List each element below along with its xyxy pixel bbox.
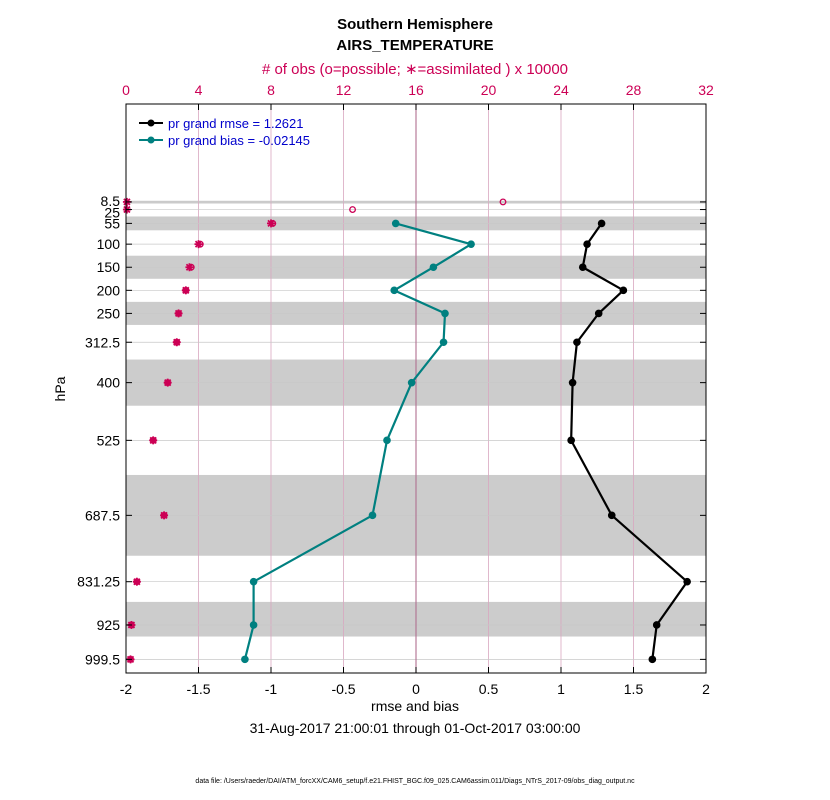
bias-line: [243, 222, 473, 660]
bias-point: [407, 378, 416, 387]
y-tick-label: 200: [97, 282, 121, 298]
grid-lines: [126, 104, 706, 673]
x-tick-label: 2: [702, 681, 710, 697]
top-tick-label: 4: [195, 82, 203, 98]
y-tick-label: 525: [97, 432, 121, 448]
rmse-point: [648, 655, 657, 664]
obs-assimilated-marker: [160, 511, 169, 520]
date-range: 31-Aug-2017 21:00:01 through 01-Oct-2017…: [250, 720, 581, 736]
bias-point: [390, 286, 399, 295]
obs-assimilated-marker: [185, 263, 194, 272]
rmse-point: [619, 286, 628, 295]
y-tick-label: 25: [104, 205, 120, 221]
bias-point: [441, 309, 449, 318]
y-tick-label: 55: [104, 215, 120, 231]
x-axis-label: rmse and bias: [371, 698, 459, 714]
rmse-point: [652, 621, 661, 629]
chart-title: Southern Hemisphere: [337, 16, 493, 33]
rmse-line: [570, 222, 689, 660]
rmse-point: [597, 219, 606, 228]
rmse-point: [578, 263, 587, 272]
rmse-point: [683, 577, 691, 586]
obs-assimilated-marker: [267, 219, 275, 228]
bias-point: [249, 577, 258, 586]
x-tick-label: 1: [557, 681, 565, 697]
y-tick-label: 100: [97, 236, 121, 252]
obs-possible-marker: [499, 198, 507, 206]
y-tick-label: 687.5: [85, 507, 120, 523]
x-tick-label: -0.5: [331, 681, 355, 697]
bias-point: [467, 240, 475, 248]
legend-bias-marker: [147, 136, 155, 144]
top-tick-label: 32: [698, 82, 714, 98]
top-tick-label: 20: [481, 82, 497, 98]
bias-point: [439, 338, 448, 347]
obs-assimilated-marker: [181, 286, 190, 295]
y-tick-label: 400: [97, 375, 121, 391]
bias-point: [241, 655, 249, 664]
footer-file-path: data file: /Users/raeder/DAI/ATM_forcXX/…: [195, 778, 635, 785]
obs-assimilated-marker: [163, 378, 172, 387]
series-lines: [241, 219, 691, 664]
bias-point: [368, 511, 377, 520]
legend-rmse-marker: [147, 119, 155, 127]
y-tick-label: 150: [97, 259, 121, 275]
x-tick-label: 1.5: [624, 681, 644, 697]
rmse-point: [573, 338, 581, 347]
y-tick-label: 999.5: [85, 651, 120, 667]
legend-rmse-text: pr grand rmse = 1.2621: [168, 116, 304, 131]
legend-bias-text: pr grand bias = -0.02145: [168, 133, 310, 148]
x-tick-label: 0.5: [479, 681, 499, 697]
y-tick-label: 312.5: [85, 334, 120, 350]
bias-point: [429, 263, 438, 272]
obs-assimilated-marker: [132, 577, 141, 586]
obs-assimilated-marker: [194, 240, 203, 249]
chart-subtitle: AIRS_TEMPERATURE: [336, 37, 493, 54]
top-tick-label: 0: [122, 82, 130, 98]
legend: pr grand rmse = 1.2621 pr grand bias = -…: [139, 116, 310, 148]
obs-assimilated-marker: [149, 436, 158, 445]
y-tick-label: 831.25: [77, 574, 120, 590]
x-tick-label: -1: [265, 681, 278, 697]
x-tick-label: 0: [412, 681, 420, 697]
rmse-point: [583, 240, 591, 248]
bias-point: [249, 621, 258, 629]
y-axis-label: hPa: [52, 376, 68, 401]
obs-possible-marker: [349, 206, 357, 213]
top-tick-label: 16: [408, 82, 424, 98]
rmse-point: [607, 511, 616, 520]
x-tick-label: -1.5: [186, 681, 210, 697]
y-tick-label: 925: [97, 617, 121, 633]
y-tick-label: 8.5: [101, 193, 121, 209]
x-tick-label: -2: [120, 681, 133, 697]
y-tick-label: 250: [97, 305, 121, 321]
rmse-point: [568, 378, 577, 387]
top-tick-label: 28: [626, 82, 642, 98]
top-tick-label: 12: [336, 82, 352, 98]
bias-point: [391, 219, 400, 228]
rmse-point: [594, 309, 603, 318]
obs-assimilated-marker: [172, 338, 181, 347]
obs-assimilated-marker: [174, 309, 183, 318]
top-axis-label: # of obs (o=possible; ∗=assimilated ) x …: [262, 61, 568, 78]
axis-ticks: -2 -1.5 -1 -0.5 0 0.5 1 1.5 20 4 8 12 16 20 24 28 328.52…: [77, 82, 714, 697]
top-tick-label: 24: [553, 82, 569, 98]
rmse-point: [567, 436, 575, 445]
bias-point: [383, 436, 391, 445]
top-tick-label: 8: [267, 82, 275, 98]
